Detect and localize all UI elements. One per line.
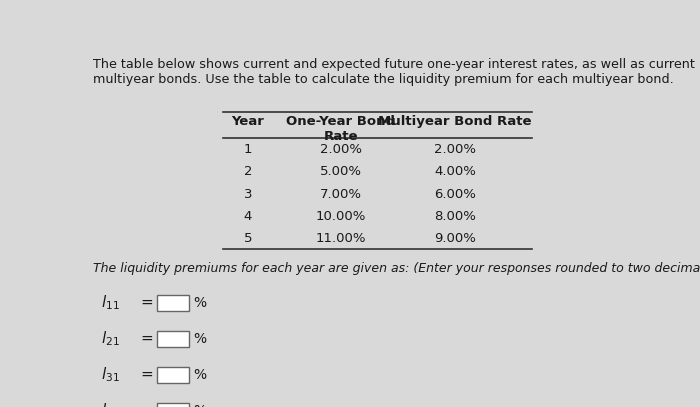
- Text: 5.00%: 5.00%: [320, 166, 362, 179]
- Text: %: %: [193, 296, 206, 310]
- Text: Multiyear Bond Rate: Multiyear Bond Rate: [378, 115, 532, 128]
- Text: 2.00%: 2.00%: [434, 143, 476, 156]
- Text: 2.00%: 2.00%: [320, 143, 362, 156]
- Text: %: %: [193, 368, 206, 382]
- Text: 10.00%: 10.00%: [316, 210, 366, 223]
- FancyBboxPatch shape: [158, 403, 189, 407]
- Text: The liquidity premiums for each year are given as: (Enter your responses rounded: The liquidity premiums for each year are…: [93, 262, 700, 275]
- Text: =: =: [140, 331, 153, 346]
- Text: 2: 2: [244, 166, 252, 179]
- FancyBboxPatch shape: [158, 330, 189, 347]
- Text: Year: Year: [232, 115, 265, 128]
- Text: =: =: [140, 295, 153, 310]
- Text: 5: 5: [244, 232, 252, 245]
- Text: 3: 3: [244, 188, 252, 201]
- Text: $l_{31}$: $l_{31}$: [101, 365, 120, 384]
- Text: 1: 1: [244, 143, 252, 156]
- Text: 9.00%: 9.00%: [434, 232, 476, 245]
- Text: 4.00%: 4.00%: [434, 166, 476, 179]
- Text: $l_{11}$: $l_{11}$: [101, 293, 120, 312]
- Text: %: %: [193, 332, 206, 346]
- Text: The table below shows current and expected future one-year interest rates, as we: The table below shows current and expect…: [93, 58, 700, 86]
- Text: 8.00%: 8.00%: [434, 210, 476, 223]
- Text: 7.00%: 7.00%: [320, 188, 362, 201]
- FancyBboxPatch shape: [158, 367, 189, 383]
- Text: =: =: [140, 403, 153, 407]
- Text: 11.00%: 11.00%: [316, 232, 366, 245]
- Text: 4: 4: [244, 210, 252, 223]
- Text: $l_{41}$: $l_{41}$: [101, 401, 120, 407]
- Text: 6.00%: 6.00%: [434, 188, 476, 201]
- Text: %: %: [193, 404, 206, 407]
- FancyBboxPatch shape: [158, 295, 189, 311]
- Text: =: =: [140, 367, 153, 382]
- Text: $l_{21}$: $l_{21}$: [101, 329, 120, 348]
- Text: One-Year Bond
Rate: One-Year Bond Rate: [286, 115, 395, 142]
